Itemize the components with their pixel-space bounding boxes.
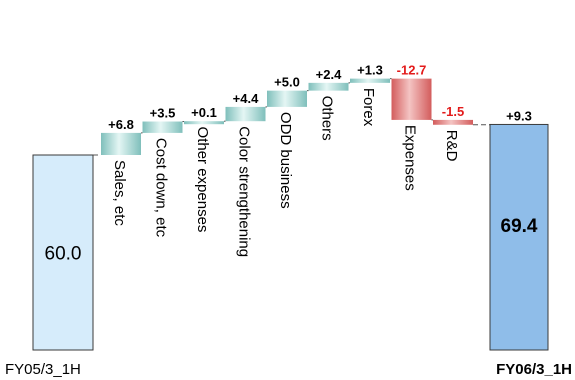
value-label-sales-etc: +6.8 xyxy=(108,117,134,132)
bar-color-strengthening xyxy=(225,106,266,122)
connector-lines xyxy=(93,78,490,156)
bar-forex xyxy=(350,78,390,83)
bar-other-expenses xyxy=(184,121,224,125)
bar-odd-business xyxy=(267,90,307,107)
labels-group: 60.0 FY05/3_1H +6.8 Sales, etc +3.5 Cost down… xyxy=(5,63,572,378)
category-label-odd-business: ODD business xyxy=(277,112,294,209)
category-label-r-d: R&D xyxy=(443,130,460,162)
bars-group xyxy=(32,78,549,351)
category-label-other-expenses: Other expenses xyxy=(194,127,211,233)
value-label-odd-business: +5.0 xyxy=(274,75,300,90)
bar-start xyxy=(32,154,94,351)
end-delta-label: +9.3 xyxy=(506,108,532,123)
category-label-sales-etc: Sales, etc xyxy=(111,160,128,226)
category-label-others: Others xyxy=(319,96,336,141)
end-value-label: 69.4 xyxy=(501,216,538,237)
value-label-r-d: -1.5 xyxy=(442,104,464,119)
value-label-color-strengthening: +4.4 xyxy=(233,91,259,106)
value-label-other-expenses: +0.1 xyxy=(191,105,217,120)
bar-cost-down-etc xyxy=(142,121,183,133)
category-label-expenses: Expenses xyxy=(402,125,419,191)
end-category-label: FY06/3_1H xyxy=(496,361,572,378)
bar-sales-etc xyxy=(101,132,141,155)
bar-end xyxy=(489,123,549,351)
bar-expenses xyxy=(391,78,432,120)
value-label-cost-down-etc: +3.5 xyxy=(150,106,176,121)
category-label-forex: Forex xyxy=(360,88,377,127)
bar-r-d xyxy=(433,119,473,125)
bar-others xyxy=(308,82,349,91)
category-label-cost-down-etc: Cost down, etc xyxy=(153,138,170,238)
category-label-color-strengthening: Color strengthening xyxy=(236,126,253,257)
start-category-label: FY05/3_1H xyxy=(5,361,81,378)
value-label-forex: +1.3 xyxy=(357,63,383,78)
value-label-expenses: -12.7 xyxy=(397,63,427,78)
value-label-others: +2.4 xyxy=(316,67,342,82)
start-value-label: 60.0 xyxy=(45,244,82,265)
